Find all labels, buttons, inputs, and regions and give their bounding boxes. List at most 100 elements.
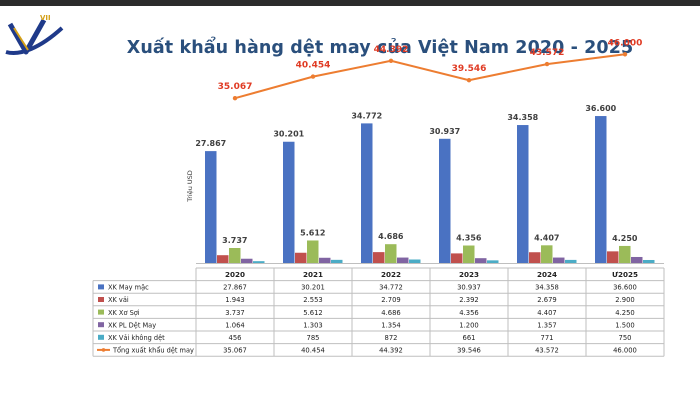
table-cell-may-mac-2022: 34.772 [379, 284, 403, 292]
total-label-2022: 44.392 [374, 45, 409, 55]
slide: VII Xuất khẩu hàng dệt may của Việt Nam … [0, 6, 700, 405]
legend-label-vai: XK vải [108, 296, 129, 304]
legend-label-tong: Tổng xuất khẩu dệt may [112, 346, 194, 355]
total-point-2020 [232, 96, 238, 101]
table-header-2024: 2024 [537, 270, 557, 279]
bar-vai-2023 [451, 253, 463, 263]
table-cell-tong-2024: 43.572 [535, 347, 559, 355]
bar-may-mac-2020 [205, 151, 217, 263]
y-axis-label: Triệu USD [186, 170, 194, 203]
data-label-may-mac-2021: 30.201 [273, 130, 304, 139]
bar-vai-2024 [529, 252, 541, 263]
legend-label-vai-khong-det: XK Vải không dệt [108, 334, 165, 342]
table-cell-pl-det-may-2023: 1.200 [459, 321, 478, 329]
table-cell-vai-khong-det-2023: 661 [463, 334, 476, 342]
bar-vai-khong-det-2022 [409, 259, 421, 263]
table-cell-xo-soi-2021: 5.612 [303, 309, 322, 317]
table-cell-pl-det-may-2022: 1.354 [381, 321, 400, 329]
total-export-line [234, 53, 626, 100]
table-cell-vai-2020: 1.943 [225, 296, 244, 304]
table-cell-vai-khong-det-Ư2025: 750 [619, 334, 632, 342]
data-label-may-mac-Ư2025: 36.600 [585, 104, 616, 113]
bar-pl-det-may-2024 [553, 257, 565, 263]
table-header-Ư2025: Ư2025 [612, 270, 638, 279]
table-cell-may-mac-Ư2025: 36.600 [613, 284, 637, 292]
total-point-2022 [388, 58, 394, 63]
total-point-Ư2025 [622, 52, 628, 57]
data-label-may-mac-2023: 30.937 [429, 127, 460, 136]
table-cell-vai-2024: 2.679 [537, 296, 556, 304]
logo-gold-stroke [13, 27, 29, 51]
bar-pl-det-may-2020 [241, 258, 253, 263]
bar-xo-soi-2022 [385, 244, 397, 263]
total-label-2021: 40.454 [296, 61, 331, 71]
data-label-may-mac-2022: 34.772 [351, 111, 382, 120]
bar-pl-det-may-Ư2025 [631, 256, 643, 263]
legend-label-xo-soi: XK Xơ Sợi [108, 309, 140, 317]
bar-xo-soi-2020 [229, 248, 241, 263]
table-cell-vai-Ư2025: 2.900 [615, 296, 634, 304]
logo-swoosh [5, 26, 64, 55]
bar-vai-2021 [295, 252, 307, 263]
legend-swatch-pl-det-may [98, 322, 104, 328]
table-cell-vai-2021: 2.553 [303, 296, 322, 304]
table-cell-tong-2021: 40.454 [301, 347, 325, 355]
logo-v-shape [7, 18, 47, 55]
data-label-xo-soi-2021: 5.612 [300, 229, 325, 238]
bar-xo-soi-Ư2025 [619, 245, 631, 263]
table-cell-pl-det-may-Ư2025: 1.500 [615, 321, 634, 329]
bar-may-mac-2021 [283, 141, 295, 263]
bar-vai-Ư2025 [607, 251, 619, 263]
table-cell-may-mac-2023: 30.937 [457, 284, 481, 292]
bar-pl-det-may-2022 [397, 257, 409, 263]
bar-may-mac-2023 [439, 138, 451, 263]
data-label-may-mac-2024: 34.358 [507, 113, 538, 122]
bar-xo-soi-2024 [541, 245, 553, 263]
table-cell-pl-det-may-2020: 1.064 [225, 321, 244, 329]
logo: VII [5, 14, 64, 55]
bar-may-mac-Ư2025 [595, 116, 607, 263]
table-cell-tong-2020: 35.067 [223, 347, 247, 355]
data-label-xo-soi-2020: 3.737 [222, 236, 247, 245]
table-cell-may-mac-2021: 30.201 [301, 284, 325, 292]
table-cell-vai-khong-det-2020: 456 [229, 334, 242, 342]
table-cell-xo-soi-2023: 4.356 [459, 309, 478, 317]
table-cell-may-mac-2020: 27.867 [223, 284, 247, 292]
table-header-2023: 2023 [459, 270, 479, 279]
legend-swatch-vai [98, 297, 104, 302]
total-point-2024 [544, 61, 550, 67]
legend-label-may-mac: XK May mặc [108, 284, 149, 292]
legend-label-pl-det-may: XK PL Dệt May [108, 321, 156, 329]
legend-swatch-may-mac [98, 284, 104, 290]
bar-may-mac-2022 [361, 123, 373, 263]
table-cell-may-mac-2024: 34.358 [535, 284, 559, 292]
logo-text: VII [40, 14, 51, 22]
legend-swatch-vai-khong-det [98, 334, 104, 340]
data-label-xo-soi-2022: 4.686 [378, 232, 404, 241]
table-header-2021: 2021 [303, 270, 323, 279]
bar-may-mac-2024 [517, 125, 529, 263]
total-label-Ư2025: 46.000 [608, 38, 643, 48]
table-cell-vai-khong-det-2021: 785 [307, 334, 320, 342]
bar-vai-khong-det-2024 [565, 259, 577, 263]
legend-marker-tong [101, 348, 106, 352]
data-label-xo-soi-2023: 4.356 [456, 234, 482, 243]
data-label-xo-soi-Ư2025: 4.250 [612, 234, 638, 243]
table-cell-pl-det-may-2021: 1.303 [303, 321, 322, 329]
total-label-2024: 43.572 [530, 48, 565, 58]
table-cell-vai-khong-det-2024: 771 [541, 334, 554, 342]
table-cell-tong-Ư2025: 46.000 [613, 347, 637, 355]
table-cell-vai-2023: 2.392 [459, 296, 478, 304]
table-cell-vai-khong-det-2022: 872 [385, 334, 398, 342]
table-cell-pl-det-may-2024: 1.357 [537, 321, 556, 329]
bar-xo-soi-2021 [307, 240, 319, 263]
bar-vai-khong-det-2023 [487, 260, 499, 263]
table-cell-xo-soi-2024: 4.407 [537, 309, 556, 317]
chart: Triệu USD 27.867 3.737 30.201 5.612 34.772 4.6… [92, 38, 665, 357]
bar-vai-2022 [373, 252, 385, 263]
table-cell-xo-soi-2020: 3.737 [225, 309, 244, 317]
data-label-xo-soi-2024: 4.407 [534, 233, 559, 242]
table-header-2022: 2022 [381, 270, 401, 279]
bar-xo-soi-2023 [463, 245, 475, 263]
table-cell-tong-2022: 44.392 [379, 347, 403, 355]
